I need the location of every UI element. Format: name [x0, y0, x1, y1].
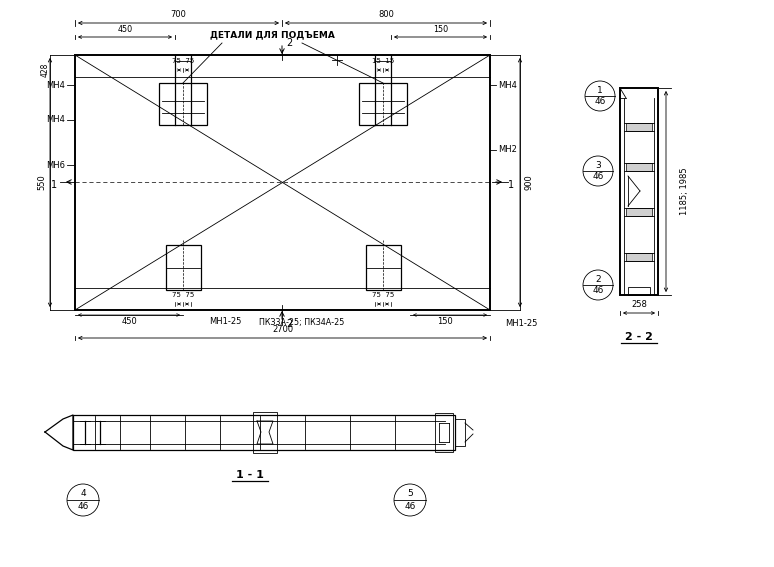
- Text: 450: 450: [122, 318, 138, 327]
- Text: 46: 46: [77, 502, 89, 510]
- Text: 3: 3: [595, 161, 601, 170]
- Text: 75  75: 75 75: [172, 58, 194, 64]
- Text: МН6: МН6: [46, 160, 65, 170]
- Text: МН2: МН2: [498, 146, 517, 154]
- Bar: [626, 163, 652, 171]
- Bar: [166, 245, 201, 290]
- Text: ДЕТАЛИ ДЛЯ ПОДЪЕМА: ДЕТАЛИ ДЛЯ ПОДЪЕМА: [210, 31, 334, 40]
- Bar: [626, 123, 652, 131]
- Text: 4: 4: [80, 489, 86, 498]
- Text: 550: 550: [37, 174, 46, 190]
- Bar: [359, 83, 407, 125]
- Bar: [620, 88, 658, 295]
- Text: 5: 5: [407, 489, 413, 498]
- Text: 150: 150: [437, 318, 453, 327]
- Bar: [73, 415, 455, 450]
- Text: 1: 1: [508, 180, 514, 190]
- Text: 1: 1: [51, 180, 57, 190]
- Text: 75  75: 75 75: [172, 292, 194, 298]
- Text: 2: 2: [286, 319, 293, 329]
- Text: 900: 900: [524, 174, 533, 190]
- Text: 46: 46: [594, 97, 606, 106]
- Bar: [455, 419, 465, 446]
- Text: 700: 700: [170, 10, 187, 19]
- Text: 2 - 2: 2 - 2: [625, 332, 653, 342]
- Text: 1: 1: [597, 86, 603, 95]
- Bar: [366, 245, 401, 290]
- Text: 15  15: 15 15: [372, 58, 394, 64]
- Text: 46: 46: [592, 172, 604, 181]
- Text: 2: 2: [286, 38, 293, 48]
- Text: ПКЗ3А-25; ПКЗ4А-25: ПКЗ3А-25; ПКЗ4А-25: [259, 318, 344, 327]
- Text: 75  75: 75 75: [372, 292, 394, 298]
- Text: 450: 450: [118, 25, 132, 34]
- Text: МН1-25: МН1-25: [505, 319, 537, 328]
- Text: МН4: МН4: [46, 81, 65, 90]
- Bar: [75, 55, 490, 310]
- Text: 258: 258: [631, 300, 647, 309]
- Bar: [628, 287, 650, 295]
- Bar: [253, 412, 277, 453]
- Bar: [435, 413, 453, 452]
- Text: 2700: 2700: [272, 325, 293, 334]
- Text: 800: 800: [378, 10, 394, 19]
- Polygon shape: [45, 415, 73, 450]
- Bar: [159, 83, 207, 125]
- Text: 1185; 1985: 1185; 1985: [680, 167, 689, 215]
- Bar: [626, 208, 652, 216]
- Text: МН4: МН4: [46, 116, 65, 125]
- Text: 2: 2: [595, 275, 601, 284]
- Text: 150: 150: [433, 25, 448, 34]
- Text: 428: 428: [40, 63, 50, 77]
- Text: МН4: МН4: [498, 81, 517, 90]
- Text: 46: 46: [592, 286, 604, 295]
- Text: 1 - 1: 1 - 1: [236, 470, 264, 480]
- Text: 46: 46: [404, 502, 416, 510]
- Bar: [626, 253, 652, 261]
- Text: МН1-25: МН1-25: [209, 318, 241, 327]
